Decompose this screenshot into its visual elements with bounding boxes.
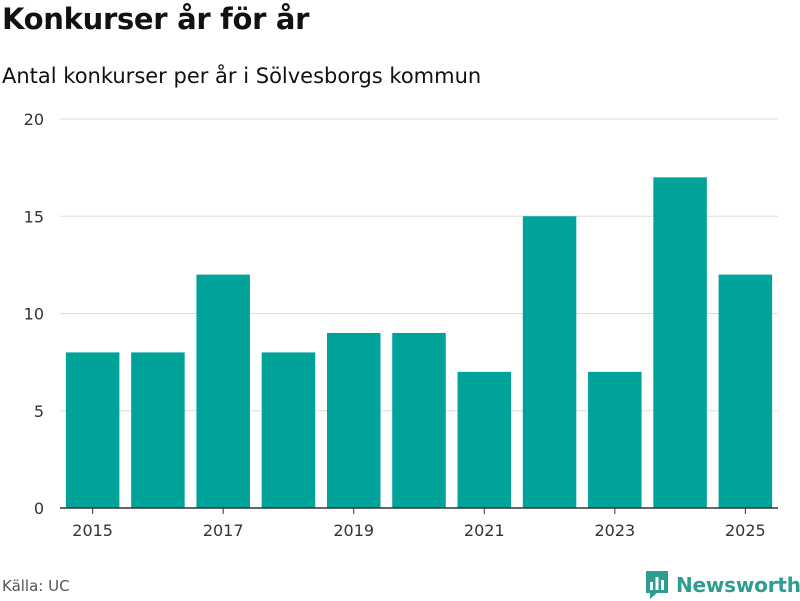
bar-2021	[457, 371, 512, 508]
bars	[65, 177, 773, 508]
x-axis-ticks: 2015 2017 2019 2021 2023 2025	[72, 508, 766, 540]
x-tick-label: 2021	[464, 521, 505, 540]
y-tick-label: 5	[34, 402, 44, 421]
y-tick-label: 15	[24, 207, 44, 226]
bar-2019	[326, 332, 381, 508]
bar-2020	[392, 332, 446, 508]
brand-name: Newsworthy	[676, 573, 800, 597]
source-label: Källa: UC	[2, 577, 70, 595]
chart-title: Konkurser år för år	[2, 2, 310, 36]
newsworthy-chart-icon	[646, 571, 668, 599]
newsworthy-logo: Newsworthy	[644, 569, 800, 601]
y-tick-label: 20	[24, 110, 44, 129]
bar-2025	[718, 274, 773, 508]
x-tick-label: 2019	[333, 521, 374, 540]
y-tick-label: 10	[24, 305, 44, 324]
bar-2024	[653, 177, 707, 508]
chart-subtitle: Antal konkurser per år i Sölvesborgs kom…	[2, 64, 482, 88]
bar-2022	[522, 216, 577, 508]
bar-2018	[261, 352, 316, 508]
x-tick-label: 2015	[72, 521, 113, 540]
x-tick-label: 2025	[725, 521, 766, 540]
x-tick-label: 2017	[203, 521, 244, 540]
x-tick-label: 2023	[594, 521, 635, 540]
y-axis-ticks: 0 5 10 15 20	[24, 110, 44, 518]
bar-2017	[196, 274, 250, 508]
bar-2023	[588, 371, 642, 508]
y-tick-label: 0	[34, 499, 44, 518]
bar-2016	[131, 352, 185, 508]
bar-2015	[65, 352, 120, 508]
